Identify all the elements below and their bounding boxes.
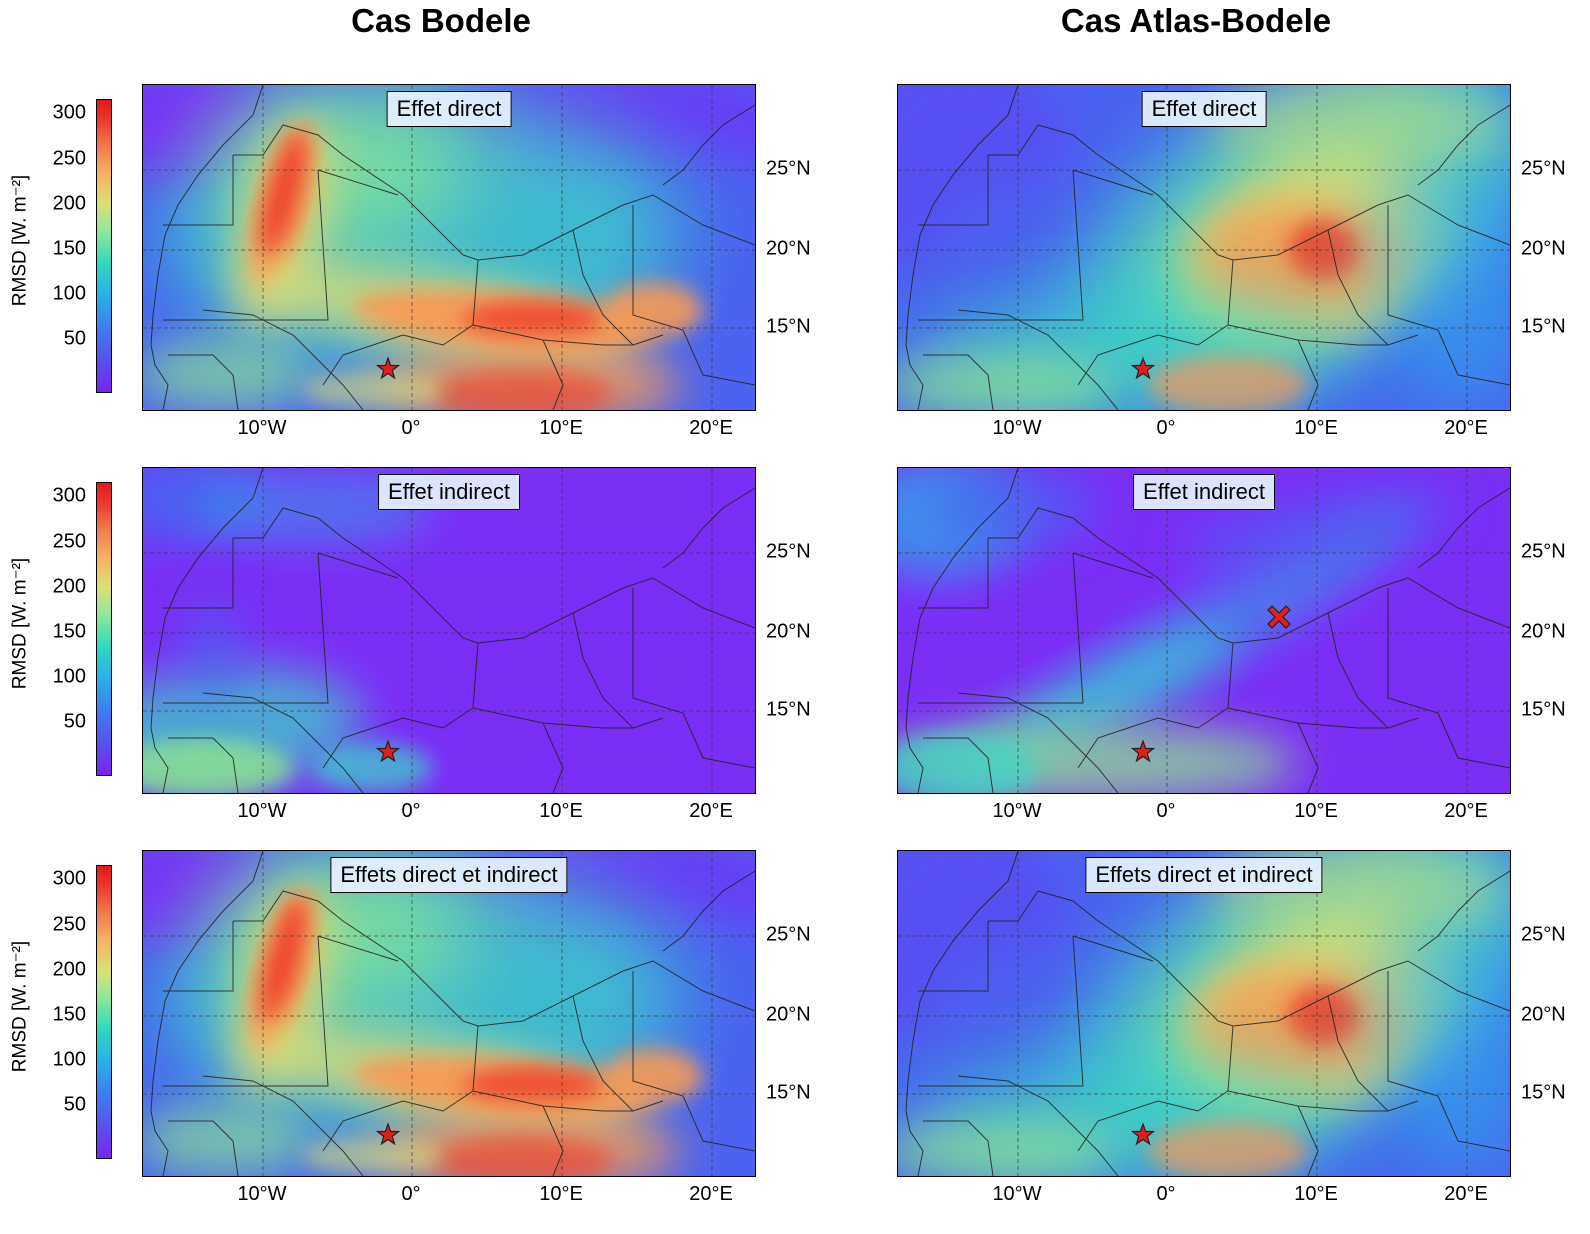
- colorbar-tick-label: 50: [63, 710, 86, 733]
- column-title-right: Cas Atlas-Bodele: [1060, 2, 1332, 39]
- column-title-left: Cas Bodele: [351, 2, 531, 39]
- longitude-tick-label: 10°W: [237, 800, 287, 822]
- star-icon: [375, 1122, 401, 1146]
- colorbar-tick-label: 100: [52, 282, 86, 305]
- colorbar: [96, 99, 112, 393]
- longitude-tick-label: 20°E: [689, 1183, 733, 1205]
- panel-label: Effets direct et indirect: [330, 857, 568, 893]
- latitude-tick-label: 25°N: [766, 540, 811, 563]
- map-field: [898, 468, 1510, 793]
- map-panel-bodele-3: Effets direct et indirect: [142, 850, 756, 1177]
- colorbar-label: RMSD [W. m⁻²]: [9, 940, 31, 1073]
- longitude-tick-label: 20°E: [1444, 1183, 1488, 1205]
- map-panel-atlas-bodele-2: Effet indirect: [897, 467, 1511, 794]
- latitude-tick-label: 25°N: [766, 923, 811, 946]
- colorbar-tick-label: 150: [52, 237, 86, 260]
- latitude-tick-label: 15°N: [766, 698, 811, 721]
- longitude-tick-label: 20°E: [1444, 800, 1488, 822]
- colorbar-tick-label: 50: [63, 327, 86, 350]
- colorbar-tick-label: 150: [52, 620, 86, 643]
- map-panel-atlas-bodele-3: Effets direct et indirect: [897, 850, 1511, 1177]
- map-field: [898, 851, 1510, 1176]
- map-panel-atlas-bodele-1: Effet direct: [897, 84, 1511, 411]
- map-field: [143, 85, 755, 410]
- latitude-tick-label: 15°N: [1521, 698, 1566, 721]
- colorbar-tick-label: 250: [52, 530, 86, 553]
- longitude-tick-label: 10°W: [237, 1183, 287, 1205]
- star-icon: [375, 356, 401, 380]
- panel-label: Effet indirect: [1133, 474, 1275, 510]
- colorbar-tick-label: 300: [52, 101, 86, 124]
- colorbar-tick-label: 200: [52, 192, 86, 215]
- latitude-tick-label: 25°N: [1521, 540, 1566, 563]
- latitude-tick-label: 20°N: [1521, 1003, 1566, 1026]
- colorbar-tick-label: 200: [52, 575, 86, 598]
- colorbar-tick-label: 150: [52, 1003, 86, 1026]
- colorbar-tick-label: 50: [63, 1093, 86, 1116]
- colorbar-tick-label: 200: [52, 958, 86, 981]
- longitude-tick-label: 20°E: [1444, 417, 1488, 439]
- latitude-tick-label: 20°N: [766, 237, 811, 260]
- map-field: [143, 851, 755, 1176]
- colorbar-tick-label: 100: [52, 665, 86, 688]
- colorbar-tick-label: 250: [52, 913, 86, 936]
- star-icon: [1130, 739, 1156, 763]
- longitude-tick-label: 10°E: [539, 1183, 583, 1205]
- longitude-tick-label: 10°E: [1294, 417, 1338, 439]
- latitude-tick-label: 15°N: [1521, 315, 1566, 338]
- map-field: [898, 85, 1510, 410]
- colorbar: [96, 865, 112, 1159]
- map-field: [143, 468, 755, 793]
- colorbar-tick-label: 300: [52, 484, 86, 507]
- longitude-tick-label: 10°E: [539, 800, 583, 822]
- star-icon: [1130, 1122, 1156, 1146]
- colorbar-tick-label: 250: [52, 147, 86, 170]
- longitude-tick-label: 10°W: [992, 1183, 1042, 1205]
- colorbar: [96, 482, 112, 776]
- longitude-tick-label: 10°W: [992, 417, 1042, 439]
- longitude-tick-label: 0°: [1156, 1183, 1176, 1205]
- star-icon: [1130, 356, 1156, 380]
- longitude-tick-label: 0°: [401, 417, 421, 439]
- longitude-tick-label: 0°: [1156, 800, 1176, 822]
- panel-label: Effet direct: [386, 91, 512, 127]
- longitude-tick-label: 0°: [1156, 417, 1176, 439]
- latitude-tick-label: 20°N: [766, 620, 811, 643]
- latitude-tick-label: 20°N: [1521, 620, 1566, 643]
- longitude-tick-label: 20°E: [689, 800, 733, 822]
- star-icon: [375, 739, 401, 763]
- longitude-tick-label: 10°E: [539, 417, 583, 439]
- latitude-tick-label: 25°N: [766, 157, 811, 180]
- colorbar-label: RMSD [W. m⁻²]: [9, 557, 31, 690]
- longitude-tick-label: 10°E: [1294, 1183, 1338, 1205]
- latitude-tick-label: 15°N: [766, 1081, 811, 1104]
- longitude-tick-label: 10°W: [237, 417, 287, 439]
- panel-label: Effet direct: [1141, 91, 1267, 127]
- colorbar-tick-label: 300: [52, 867, 86, 890]
- colorbar-tick-label: 100: [52, 1048, 86, 1071]
- longitude-tick-label: 0°: [401, 800, 421, 822]
- panel-label: Effets direct et indirect: [1085, 857, 1323, 893]
- latitude-tick-label: 20°N: [1521, 237, 1566, 260]
- longitude-tick-label: 10°W: [992, 800, 1042, 822]
- longitude-tick-label: 0°: [401, 1183, 421, 1205]
- map-panel-bodele-1: Effet direct: [142, 84, 756, 411]
- longitude-tick-label: 10°E: [1294, 800, 1338, 822]
- panel-label: Effet indirect: [378, 474, 520, 510]
- latitude-tick-label: 25°N: [1521, 157, 1566, 180]
- map-panel-bodele-2: Effet indirect: [142, 467, 756, 794]
- latitude-tick-label: 15°N: [1521, 1081, 1566, 1104]
- latitude-tick-label: 20°N: [766, 1003, 811, 1026]
- longitude-tick-label: 20°E: [689, 417, 733, 439]
- colorbar-label: RMSD [W. m⁻²]: [9, 174, 31, 307]
- latitude-tick-label: 25°N: [1521, 923, 1566, 946]
- x-cross-icon: [1267, 605, 1291, 629]
- latitude-tick-label: 15°N: [766, 315, 811, 338]
